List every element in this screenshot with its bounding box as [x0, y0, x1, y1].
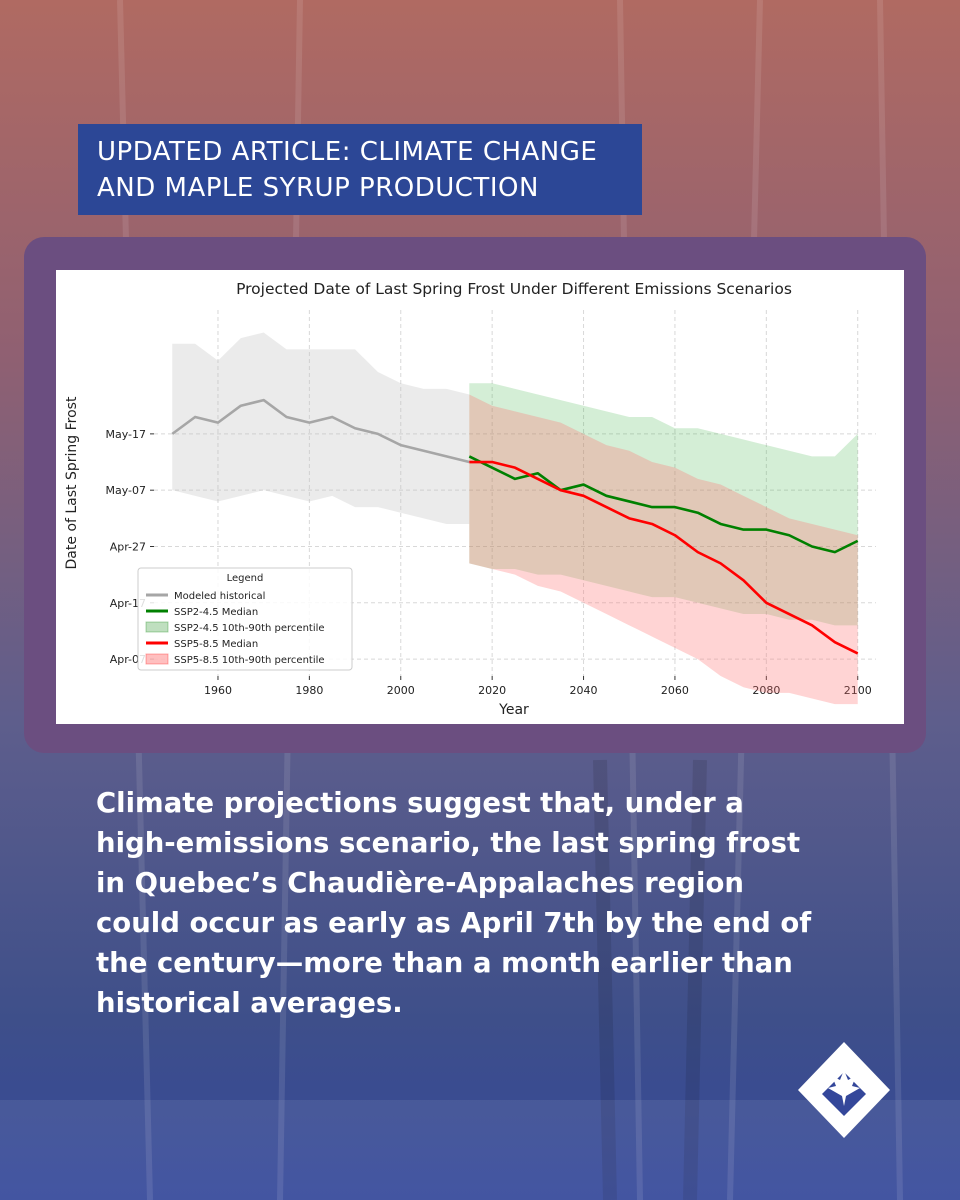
legend-entry-label: SSP2-4.5 10th-90th percentile [174, 623, 325, 634]
headline-banner: UPDATED ARTICLE: CLIMATE CHANGE AND MAPL… [78, 124, 642, 215]
caption-text: Climate projections suggest that, under … [96, 783, 876, 1023]
modeled-historical-line [171, 398, 470, 464]
ssp5-8-5-10th-90th-percentile-band [469, 394, 858, 705]
legend-entry-label: SSP5-8.5 Median [174, 639, 258, 650]
frost-date-chart: Projected Date of Last Spring Frost Unde… [64, 280, 876, 718]
y-tick-label: Apr-27 [110, 540, 146, 553]
y-tick-label: Apr-07 [110, 653, 146, 666]
y-tick-label: Apr-17 [110, 597, 146, 610]
x-tick-label: 1960 [204, 684, 232, 697]
legend-title: Legend [227, 573, 264, 584]
x-tick-label: 1980 [295, 684, 323, 697]
maple-leaf-diamond-icon [798, 1042, 890, 1138]
legend-entry-label: SSP5-8.5 10th-90th percentile [174, 655, 325, 666]
caption-line-4: could occur as early as April 7th by the… [96, 907, 812, 939]
headline-line-1: UPDATED ARTICLE: CLIMATE CHANGE [97, 137, 598, 167]
x-tick-label: 2000 [387, 684, 415, 697]
caption-line-5: the century—more than a month earlier th… [96, 947, 793, 979]
y-tick-label: May-07 [105, 484, 146, 497]
legend-entry-label: SSP2-4.5 Median [174, 607, 258, 618]
ssp5-8-5-median-line [469, 460, 859, 655]
x-axis-label: Year [498, 702, 529, 718]
modeled-historical-band [172, 332, 470, 524]
x-tick-label: 2080 [752, 684, 780, 697]
legend-swatch-band [145, 653, 169, 665]
x-tick-label: 2060 [661, 684, 689, 697]
x-tick-label: 2100 [844, 684, 872, 697]
chart-legend: Legend Modeled historical SSP2-4.5 Median S… [137, 567, 353, 671]
chart-title: Projected Date of Last Spring Frost Unde… [236, 280, 792, 298]
legend-entry-label: Modeled historical [174, 591, 265, 602]
chart-panel: Projected Date of Last Spring Frost Unde… [56, 270, 904, 724]
caption-line-3: in Quebec’s Chaudière-Appalaches region [96, 867, 744, 899]
caption-line-2: high-emissions scenario, the last spring… [96, 827, 801, 859]
caption-line-6: historical averages. [96, 987, 403, 1019]
x-tick-label: 2020 [478, 684, 506, 697]
headline-line-2: AND MAPLE SYRUP PRODUCTION [97, 173, 539, 203]
legend-swatch-band [145, 621, 169, 633]
y-tick-label: May-17 [105, 428, 146, 441]
ssp2-4-5-median-line [468, 455, 859, 554]
x-tick-label: 2040 [570, 684, 598, 697]
y-axis-label: Date of Last Spring Frost [64, 396, 80, 569]
caption-line-1: Climate projections suggest that, under … [96, 787, 744, 819]
legend-box [137, 567, 353, 671]
ssp2-4-5-10th-90th-percentile-band [469, 383, 858, 626]
